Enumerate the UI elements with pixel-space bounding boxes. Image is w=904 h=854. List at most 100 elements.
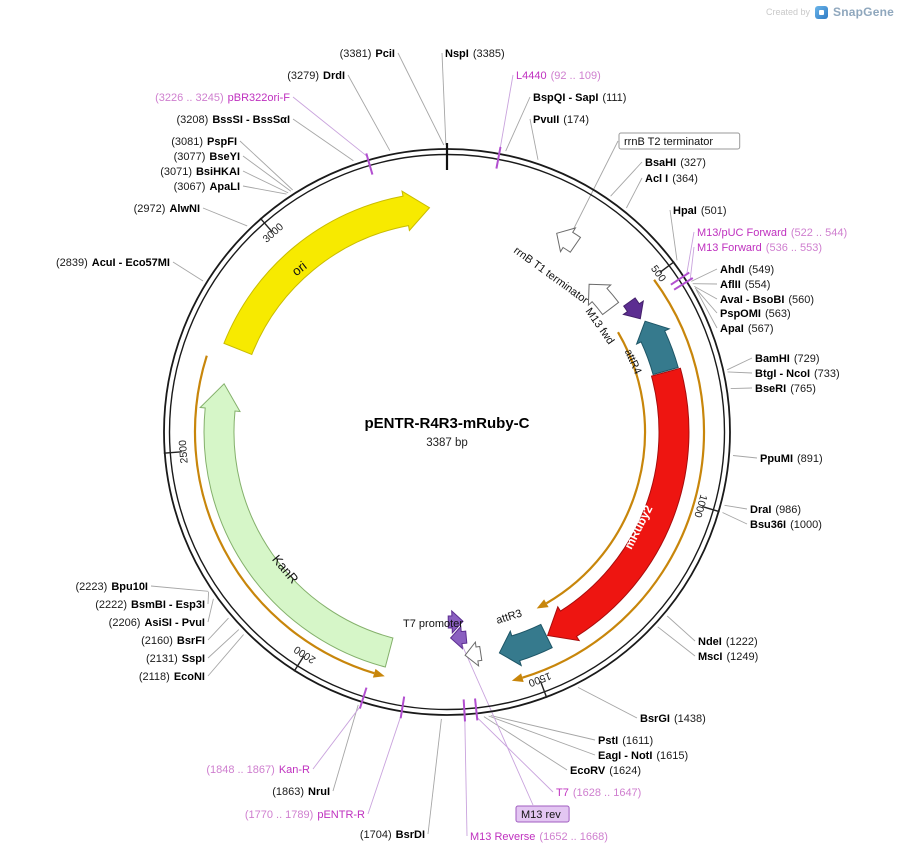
site-label-pspomi[interactable]: PspOMI (563): [720, 308, 791, 320]
callout-bsahi: [610, 161, 643, 197]
feature-label-t7-promoter[interactable]: T7 promoter: [403, 618, 463, 630]
callout-ndei: [666, 615, 696, 642]
callout-pspfi: [239, 140, 294, 191]
callout-psti: [490, 715, 596, 741]
site-label-acl-i[interactable]: Acl I (364): [645, 173, 698, 185]
site-label-pspfi[interactable]: (3081) PspFI: [171, 136, 237, 148]
callout-pentr-r: [367, 715, 402, 815]
primer-label-pentr-r[interactable]: (1770 .. 1789) pENTR-R: [245, 809, 365, 821]
site-label-btgi-ncoi[interactable]: BtgI - NcoI (733): [755, 368, 840, 380]
site-label-ndei[interactable]: NdeI (1222): [698, 636, 758, 648]
scale-label-3000: 3000: [261, 221, 287, 246]
primer-label-pbr322ori-f[interactable]: (3226 .. 3245) pBR322ori-F: [155, 92, 290, 104]
site-label-bpu10i[interactable]: (2223) Bpu10I: [76, 581, 148, 593]
m13-rev-label-box[interactable]: [515, 805, 570, 823]
callout-bsrgi: [577, 687, 638, 719]
site-label-bsrfi[interactable]: (2160) BsrFI: [141, 635, 205, 647]
site-label-bseri[interactable]: BseRI (765): [755, 383, 816, 395]
feature-rrnb-t1-terminator[interactable]: [587, 283, 620, 316]
site-label-bsahi[interactable]: BsaHI (327): [645, 157, 706, 169]
callout-bspqi-sapi: [505, 96, 531, 152]
site-label-drai[interactable]: DraI (986): [750, 504, 801, 516]
callout-bseri: [730, 387, 753, 390]
site-label-avai-bsobi[interactable]: AvaI - BsoBI (560): [720, 294, 814, 306]
feature-t7-primer[interactable]: [449, 625, 468, 650]
callout-btgi-ncoi: [727, 371, 753, 374]
feature-rev-primer[interactable]: [447, 609, 464, 635]
primer-label-t7[interactable]: T7 (1628 .. 1647): [556, 787, 641, 799]
feature-attr4[interactable]: [635, 320, 679, 376]
site-label-msci[interactable]: MscI (1249): [698, 651, 758, 663]
callout-m13-puc-forward: [686, 231, 695, 275]
callout-acui-eco57mi: [172, 261, 204, 282]
site-label-pcii[interactable]: (3381) PciI: [340, 48, 395, 60]
primer-label-m13-puc-forward[interactable]: M13/pUC Forward (522 .. 544): [697, 227, 847, 239]
primer-label-m13-forward[interactable]: M13 Forward (536 .. 553): [697, 242, 822, 254]
callout-pcii: [397, 52, 445, 146]
feature-m13-fwd-primer[interactable]: [622, 297, 644, 320]
site-label-acui-eco57mi[interactable]: (2839) AcuI - Eco57MI: [56, 257, 170, 269]
feature-mruby2[interactable]: [546, 367, 690, 642]
site-label-nrui[interactable]: (1863) NruI: [272, 786, 330, 798]
callout-asisi-pvui: [207, 598, 214, 623]
site-label-bsssi-bsss-i[interactable]: (3208) BssSI - BssSαI: [177, 114, 290, 126]
feature-ori[interactable]: [223, 190, 431, 356]
site-label-bsihkai[interactable]: (3071) BsiHKAI: [160, 166, 240, 178]
feature-label-attr3[interactable]: attR3: [495, 608, 524, 627]
site-label-asisi-pvui[interactable]: (2206) AsiSI - PvuI: [109, 617, 205, 629]
callout-pbr322ori-f: [292, 96, 368, 157]
primer-label-l4440[interactable]: L4440 (92 .. 109): [516, 70, 601, 82]
site-label-apali[interactable]: (3067) ApaLI: [174, 181, 240, 193]
site-label-hpai[interactable]: HpaI (501): [673, 205, 727, 217]
site-label-bspqi-sapi[interactable]: BspQI - SapI (111): [533, 92, 626, 104]
snapgene-logo-icon: [815, 5, 829, 19]
site-label-bsu36i[interactable]: Bsu36I (1000): [750, 519, 822, 531]
callout-apali: [242, 185, 287, 195]
credit-text: Created by: [766, 7, 811, 17]
primer-tick-1858: [358, 687, 368, 709]
site-label-bamhi[interactable]: BamHI (729): [755, 353, 820, 365]
m13-rev-label[interactable]: M13 rev: [521, 809, 561, 821]
site-label-bsmbi-esp3i[interactable]: (2222) BsmBI - Esp3I: [95, 599, 205, 611]
feature-t7-promoter[interactable]: [464, 640, 483, 668]
rrnb-t2-label[interactable]: rrnB T2 terminator: [624, 136, 713, 148]
site-label-ppumi[interactable]: PpuMI (891): [760, 453, 823, 465]
site-label-drdi[interactable]: (3279) DrdI: [287, 70, 345, 82]
feature-label-m13-fwd[interactable]: M13 fwd: [583, 306, 617, 347]
feature-label-attr4[interactable]: attR4: [622, 347, 644, 376]
primer-label-m13-reverse[interactable]: M13 Reverse (1652 .. 1668): [470, 831, 608, 843]
feature-kanr[interactable]: [199, 382, 394, 668]
site-label-econi[interactable]: (2118) EcoNI: [139, 671, 205, 683]
site-label-apai[interactable]: ApaI (567): [720, 323, 774, 335]
site-label-eagi-noti[interactable]: EagI - NotI (1615): [598, 750, 688, 762]
primer-tick-533: [670, 271, 690, 286]
feature-attr3[interactable]: [498, 623, 553, 667]
site-label-bsrdi[interactable]: (1704) BsrDI: [360, 829, 425, 841]
site-label-bsrgi[interactable]: BsrGI (1438): [640, 713, 706, 725]
callout-bsrfi: [207, 617, 229, 641]
site-label-pvuii[interactable]: PvuII (174): [533, 114, 589, 126]
site-label-ecorv[interactable]: EcoRV (1624): [570, 765, 641, 777]
callout-lines-layer: [150, 52, 758, 837]
site-label-bseyi[interactable]: (3077) BseYI: [174, 151, 240, 163]
site-label-psti[interactable]: PstI (1611): [598, 735, 653, 747]
callout-pvuii: [529, 118, 539, 160]
site-label-alwni[interactable]: (2972) AlwNI: [134, 203, 200, 215]
callout-econi: [207, 634, 244, 677]
callout-m13-forward: [689, 246, 695, 280]
callout-drai: [724, 504, 748, 510]
rrnb-t2-label-box[interactable]: [618, 132, 741, 150]
feature-label-rrnb-t1-terminator[interactable]: rrnB T1 terminator: [511, 245, 590, 307]
site-label-aflii[interactable]: AflII (554): [720, 279, 770, 291]
plasmid-name: pENTR-R4R3-mRuby-C: [365, 415, 530, 432]
primer-tick-545: [673, 277, 694, 291]
orf-right-inner-head: [536, 599, 549, 609]
site-label-ahdi[interactable]: AhdI (549): [720, 264, 774, 276]
site-label-sspi[interactable]: (2131) SspI: [146, 653, 205, 665]
callout-ahdi: [691, 268, 718, 282]
site-label-nspi[interactable]: NspI (3385): [445, 48, 505, 60]
primer-tick-1637: [474, 698, 479, 721]
primer-label-kan-r[interactable]: (1848 .. 1867) Kan-R: [206, 764, 310, 776]
feature-rrnb-t2-terminator[interactable]: [556, 227, 582, 254]
